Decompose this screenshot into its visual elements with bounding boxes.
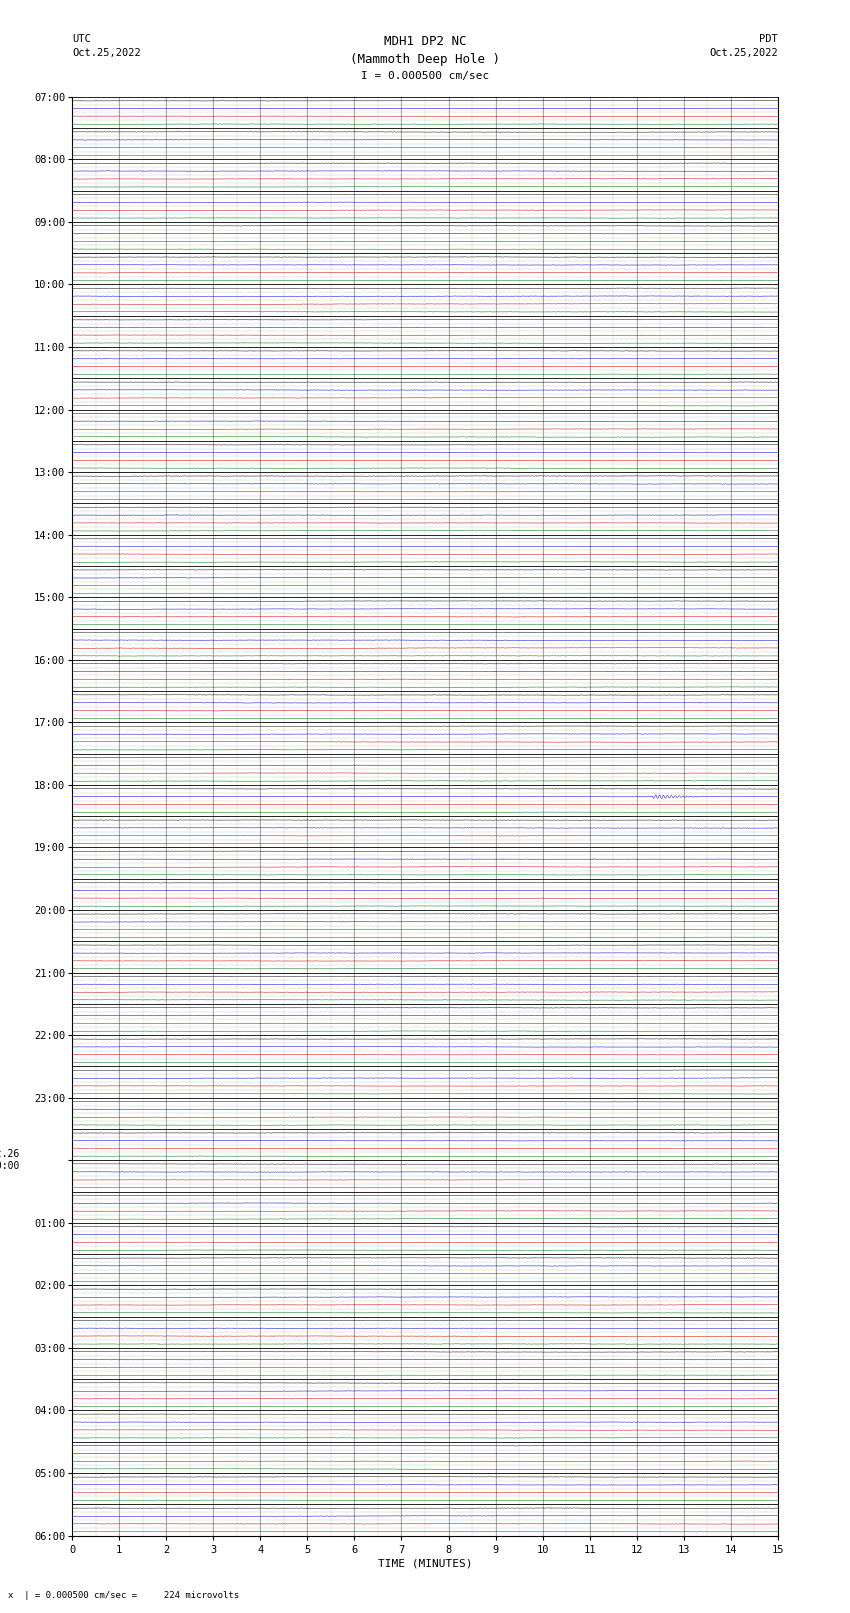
- Text: Oct.25,2022: Oct.25,2022: [72, 48, 141, 58]
- X-axis label: TIME (MINUTES): TIME (MINUTES): [377, 1558, 473, 1569]
- Text: MDH1 DP2 NC: MDH1 DP2 NC: [383, 35, 467, 48]
- Text: Oct.25,2022: Oct.25,2022: [709, 48, 778, 58]
- Text: Oct.26
00:00: Oct.26 00:00: [0, 1150, 20, 1171]
- Text: x  | = 0.000500 cm/sec =     224 microvolts: x | = 0.000500 cm/sec = 224 microvolts: [8, 1590, 240, 1600]
- Text: I = 0.000500 cm/sec: I = 0.000500 cm/sec: [361, 71, 489, 81]
- Text: (Mammoth Deep Hole ): (Mammoth Deep Hole ): [350, 53, 500, 66]
- Text: PDT: PDT: [759, 34, 778, 44]
- Text: UTC: UTC: [72, 34, 91, 44]
